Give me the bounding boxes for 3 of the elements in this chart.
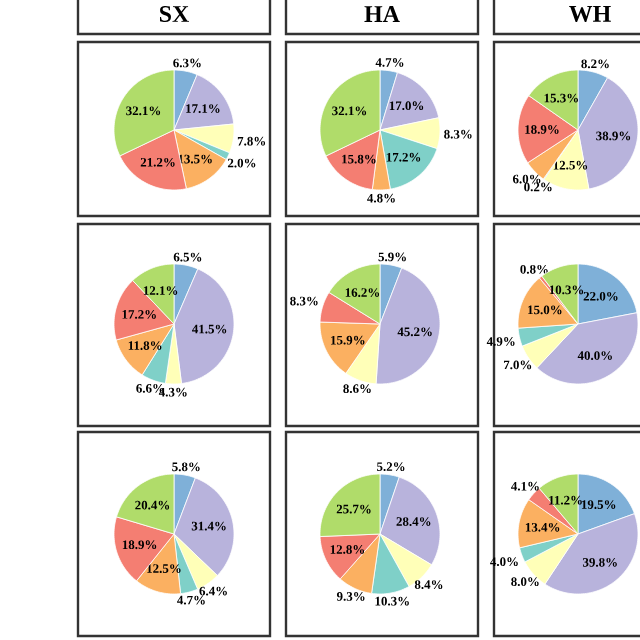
chart-title: HA bbox=[364, 6, 400, 22]
chart-title: WH bbox=[569, 5, 611, 23]
chart-title: SX bbox=[160, 5, 189, 23]
